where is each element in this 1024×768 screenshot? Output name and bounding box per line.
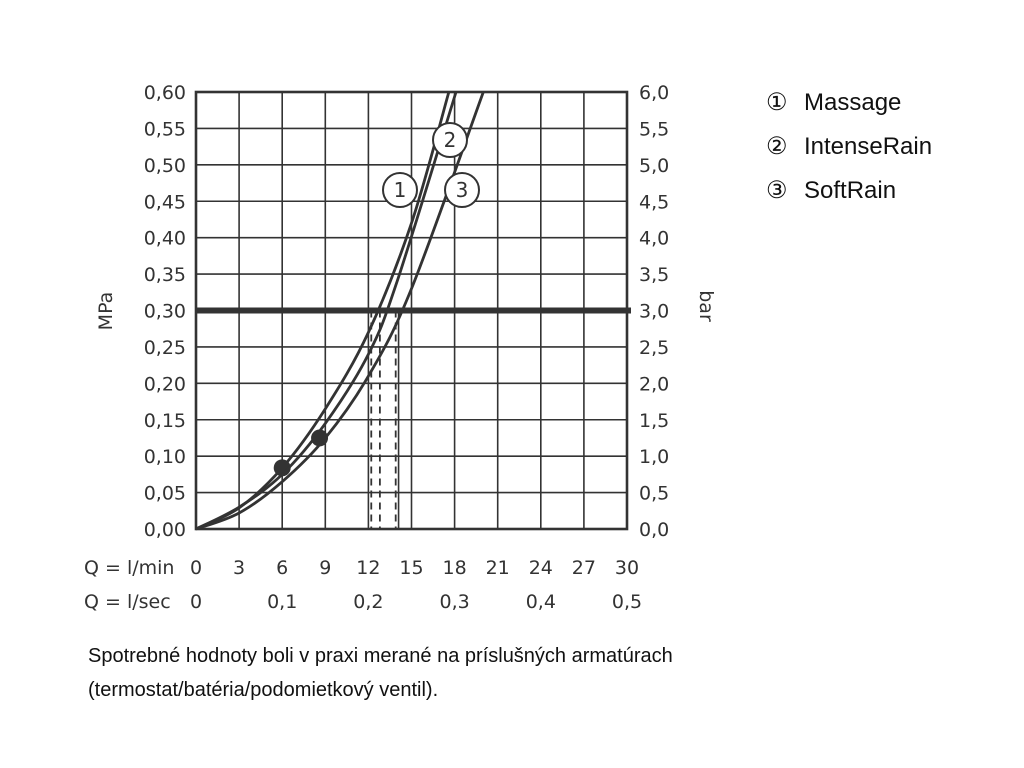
- legend-item-softrain: ③ SoftRain: [766, 174, 932, 218]
- right-axis-title: bar: [695, 290, 717, 322]
- left-axis-title: MPa: [95, 292, 117, 331]
- right-tick-label: 4,5: [639, 191, 669, 213]
- left-tick-label: 0,60: [144, 82, 186, 104]
- legend-number-2: ②: [766, 133, 788, 160]
- right-tick-label: 1,5: [639, 410, 669, 432]
- legend-number-3: ③: [766, 177, 788, 204]
- x-tick-label-lmin: 18: [443, 557, 467, 579]
- right-tick-label: 4,0: [639, 228, 669, 250]
- x-tick-label-lmin: 0: [190, 557, 202, 579]
- left-tick-label: 0,10: [144, 446, 186, 468]
- right-tick-label: 3,0: [639, 301, 669, 323]
- x-tick-label-lmin: 3: [233, 557, 245, 579]
- chart-series: 1 2 3: [195, 91, 485, 531]
- left-tick-label: 0,30: [144, 301, 186, 323]
- curve-label-circle-1: [382, 172, 418, 208]
- x-tick-label-lmin: 21: [486, 557, 510, 579]
- right-tick-label: 3,5: [639, 264, 669, 286]
- series-curve-2: [195, 91, 458, 531]
- x-tick-label-lmin: 9: [319, 557, 331, 579]
- x-tick-label-lsec: 0: [190, 591, 202, 613]
- x-tick-label-lmin: 24: [529, 557, 553, 579]
- left-tick-label: 0,50: [144, 155, 186, 177]
- x-tick-label-lsec: 0,2: [353, 591, 383, 613]
- legend-number-1: ①: [766, 89, 788, 116]
- curve-label-3: 3: [456, 178, 469, 202]
- left-tick-label: 0,45: [144, 191, 186, 213]
- right-tick-label: 2,0: [639, 373, 669, 395]
- right-tick-label: 5,5: [639, 118, 669, 140]
- right-tick-label: 6,0: [639, 82, 669, 104]
- x-tick-label-lmin: 15: [399, 557, 423, 579]
- chart-ticks: 0,000,050,100,150,200,250,300,350,400,45…: [144, 82, 670, 613]
- x-tick-label-lsec: 0,4: [526, 591, 556, 613]
- x-tick-label-lsec: 0,3: [439, 591, 469, 613]
- x-tick-label-lsec: 0,1: [267, 591, 297, 613]
- curve-label-2: 2: [444, 128, 457, 152]
- x-tick-label-lmin: 12: [356, 557, 380, 579]
- legend-label-massage: Massage: [804, 89, 902, 116]
- right-tick-label: 0,0: [639, 519, 669, 541]
- legend-item-massage: ① Massage: [766, 86, 932, 130]
- left-tick-label: 0,40: [144, 228, 186, 250]
- left-tick-label: 0,05: [144, 483, 186, 505]
- curve-label-1: 1: [394, 178, 407, 202]
- legend-label-intenserain: IntenseRain: [804, 133, 933, 160]
- chart-footnote: Spotrebné hodnoty boli v praxi merané na…: [88, 639, 888, 707]
- x-tick-label-lmin: 27: [572, 557, 596, 579]
- curve-label-circle-3: [444, 172, 480, 208]
- right-tick-label: 1,0: [639, 446, 669, 468]
- left-tick-label: 0,15: [144, 410, 186, 432]
- right-tick-label: 2,5: [639, 337, 669, 359]
- x-axis-title-lsec: Q = l/sec: [84, 591, 171, 613]
- series-curve-3: [195, 91, 485, 531]
- right-tick-label: 0,5: [639, 483, 669, 505]
- left-tick-label: 0,25: [144, 337, 186, 359]
- x-axis-title-lmin: Q = l/min: [84, 557, 174, 579]
- left-tick-label: 0,20: [144, 373, 186, 395]
- left-tick-label: 0,55: [144, 118, 186, 140]
- series-marker-3: [311, 429, 329, 447]
- x-tick-label-lmin: 30: [615, 557, 639, 579]
- legend-item-intenserain: ② IntenseRain: [766, 130, 932, 174]
- chart-legend: ① Massage ② IntenseRain ③ SoftRain: [766, 86, 932, 218]
- footnote-line-1: Spotrebné hodnoty boli v praxi merané na…: [88, 645, 673, 667]
- left-tick-label: 0,35: [144, 264, 186, 286]
- footnote-line-2: (termostat/batéria/podomietkový ventil).: [88, 679, 439, 701]
- left-tick-label: 0,00: [144, 519, 186, 541]
- curve-label-circle-2: [432, 122, 468, 158]
- legend-label-softrain: SoftRain: [804, 177, 897, 204]
- x-tick-label-lmin: 6: [276, 557, 288, 579]
- x-tick-label-lsec: 0,5: [612, 591, 642, 613]
- right-tick-label: 5,0: [639, 155, 669, 177]
